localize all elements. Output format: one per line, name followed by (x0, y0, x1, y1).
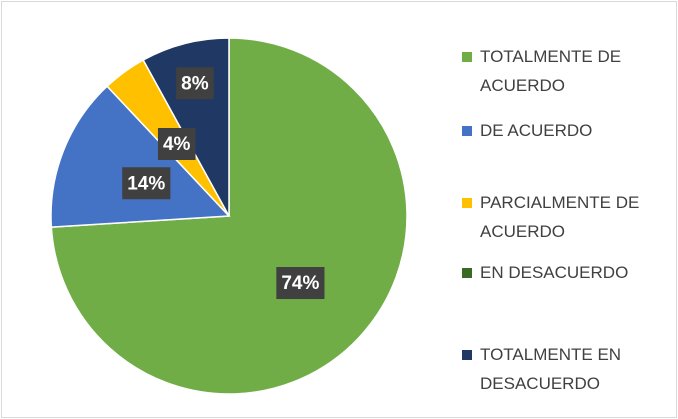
data-label-text: 4% (163, 134, 191, 155)
data-label-box (276, 267, 325, 300)
legend-label: DE ACUERDO (480, 121, 593, 140)
legend-swatch (462, 126, 472, 136)
legend-item: TOTALMENTE DE ACUERDO (462, 42, 672, 100)
data-label-text: 14% (127, 173, 165, 194)
data-label-text: 8% (181, 73, 209, 94)
legend-label: TOTALMENTE EN DESACUERDO (480, 345, 622, 393)
legend-swatch (462, 198, 472, 208)
legend-label: TOTALMENTE DE ACUERDO (480, 47, 622, 95)
legend-label: PARCIALMENTE DE ACUERDO (480, 193, 640, 241)
legend-swatch (462, 52, 472, 62)
legend-item: PARCIALMENTE DE ACUERDO (462, 188, 672, 246)
data-label: 8% (176, 67, 214, 100)
data-label: 14% (122, 167, 171, 200)
data-label: 74% (276, 267, 325, 300)
legend-swatch (462, 268, 472, 278)
data-label-text: 74% (281, 273, 319, 294)
data-label-box (157, 127, 196, 160)
data-label-box (122, 167, 171, 200)
legend-label: EN DESACUERDO (480, 263, 629, 282)
legend-item: TOTALMENTE EN DESACUERDO (462, 340, 672, 398)
data-label: 4% (157, 127, 196, 160)
legend-item: EN DESACUERDO (462, 258, 672, 287)
pie-slice (50, 85, 231, 228)
legend-item: DE ACUERDO (462, 116, 672, 145)
legend-swatch (462, 350, 472, 360)
data-label-box (176, 67, 214, 100)
